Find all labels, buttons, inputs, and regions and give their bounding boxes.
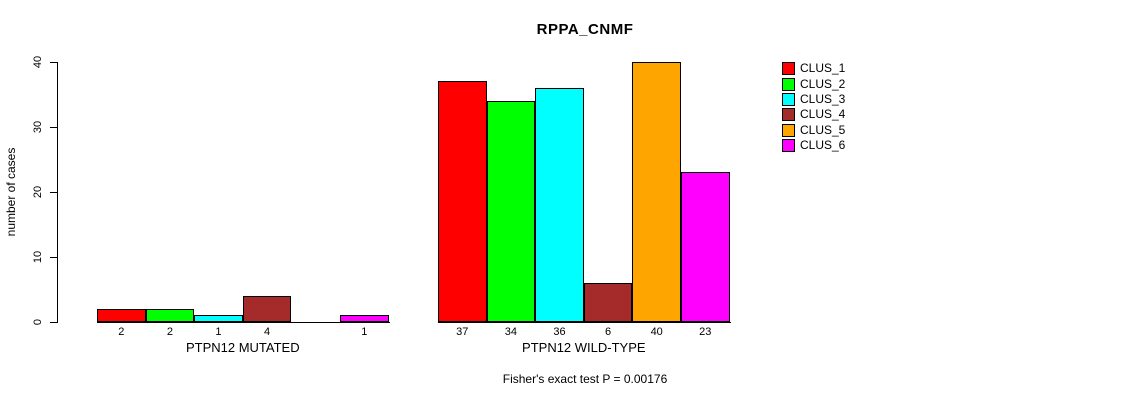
bar-value-label: 6 bbox=[605, 326, 612, 338]
chart-title: RPPA_CNMF bbox=[536, 21, 634, 38]
bar-ptpn12-wild-type-clus-4 bbox=[583, 283, 633, 322]
bar-value-label: 34 bbox=[504, 326, 518, 338]
group-label-ptpn12-mutated: PTPN12 MUTATED bbox=[185, 340, 300, 355]
legend-swatch bbox=[782, 139, 795, 153]
y-axis-tick bbox=[50, 62, 57, 63]
y-tick-label: 10 bbox=[32, 250, 44, 264]
bar-ptpn12-wild-type-clus-6 bbox=[681, 172, 730, 322]
bar-ptpn12-wild-type-clus-3 bbox=[535, 88, 584, 322]
legend-swatch bbox=[782, 62, 795, 76]
legend-item-clus-6: CLUS_6 bbox=[782, 138, 845, 153]
bar-ptpn12-mutated-clus-6 bbox=[340, 315, 389, 322]
bar-value-label: 36 bbox=[553, 326, 566, 338]
legend-swatch bbox=[782, 108, 795, 122]
fisher-test-note: Fisher's exact test P = 0.00176 bbox=[502, 372, 668, 386]
y-axis-tick bbox=[50, 322, 57, 323]
bar-ptpn12-wild-type-clus-2 bbox=[486, 101, 536, 322]
legend-item-clus-2: CLUS_2 bbox=[782, 76, 845, 91]
legend-item-clus-4: CLUS_4 bbox=[782, 107, 845, 122]
legend-label: CLUS_4 bbox=[800, 107, 846, 122]
legend-item-clus-1: CLUS_1 bbox=[782, 61, 845, 76]
y-axis-tick bbox=[50, 127, 57, 128]
group-baseline bbox=[97, 322, 390, 323]
bar-value-label bbox=[291, 326, 340, 339]
legend-item-clus-3: CLUS_3 bbox=[782, 92, 845, 107]
y-axis-tick bbox=[50, 257, 57, 258]
y-tick-label: 40 bbox=[32, 55, 44, 69]
legend-swatch bbox=[782, 92, 795, 106]
bar-value-label: 1 bbox=[361, 326, 368, 338]
y-axis-tick bbox=[50, 192, 57, 193]
bar-ptpn12-mutated-clus-2 bbox=[145, 309, 195, 322]
bar-value-label: 1 bbox=[215, 326, 222, 338]
y-tick-label: 0 bbox=[32, 318, 44, 326]
bar-value-label: 2 bbox=[118, 326, 125, 338]
legend: CLUS_1 CLUS_2 CLUS_3 CLUS_4 CLUS_5 CLUS_6 bbox=[782, 61, 845, 153]
bar-ptpn12-mutated-clus-4 bbox=[242, 296, 292, 322]
bar-ptpn12-wild-type-clus-1 bbox=[438, 81, 487, 322]
legend-label: CLUS_1 bbox=[800, 61, 846, 76]
bar-value-label: 4 bbox=[264, 326, 271, 338]
legend-label: CLUS_3 bbox=[800, 91, 846, 106]
bar-value-label: 40 bbox=[650, 326, 663, 338]
y-axis-line bbox=[57, 62, 58, 323]
group-label-ptpn12-wild-type: PTPN12 WILD-TYPE bbox=[522, 340, 646, 355]
bar-ptpn12-mutated-clus-1 bbox=[97, 309, 146, 322]
legend-item-clus-5: CLUS_5 bbox=[782, 123, 845, 138]
bar-value-label: 2 bbox=[166, 326, 173, 338]
y-tick-label: 30 bbox=[32, 120, 44, 134]
legend-swatch bbox=[782, 123, 795, 137]
legend-label: CLUS_5 bbox=[800, 122, 846, 137]
bar-value-label: 23 bbox=[699, 326, 712, 338]
bar-ptpn12-mutated-clus-3 bbox=[194, 315, 243, 322]
legend-swatch bbox=[782, 77, 795, 91]
group-baseline bbox=[438, 322, 731, 323]
legend-label: CLUS_2 bbox=[800, 76, 846, 91]
legend-label: CLUS_6 bbox=[800, 138, 846, 153]
bar-ptpn12-wild-type-clus-5 bbox=[632, 62, 681, 322]
bar-value-label: 37 bbox=[456, 326, 469, 338]
y-tick-label: 20 bbox=[32, 185, 44, 199]
